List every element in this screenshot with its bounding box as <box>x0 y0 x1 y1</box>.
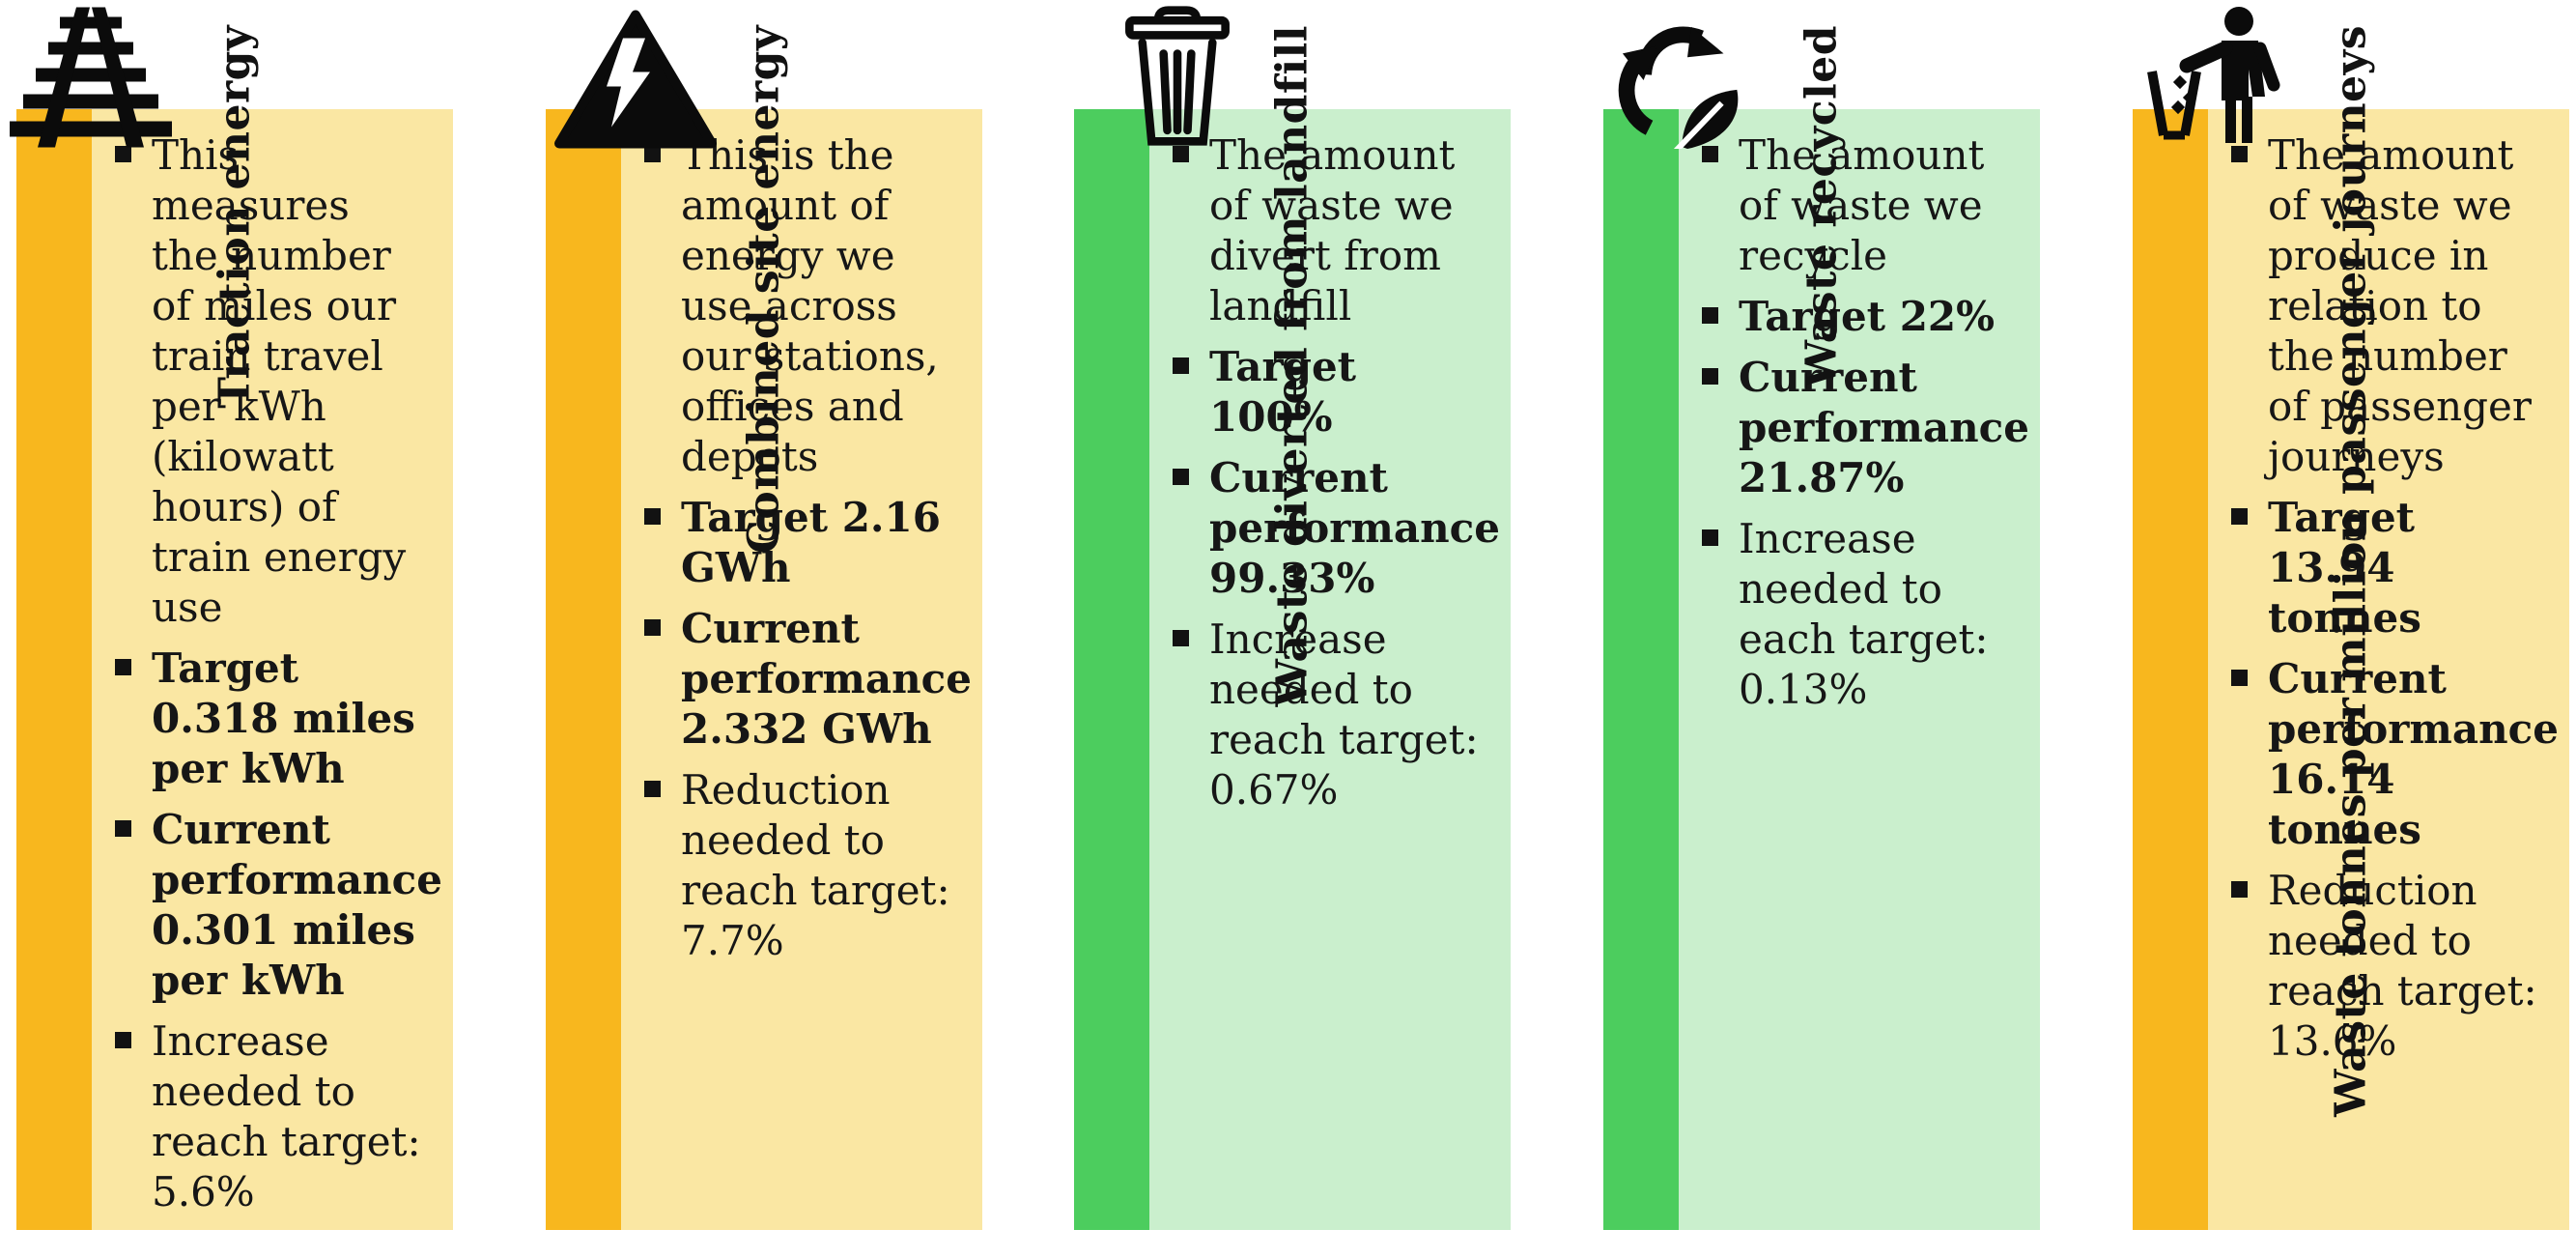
bullet-text: Increase needed to each target: 0.13% <box>1739 515 1989 713</box>
bullet-text: Target 100% <box>1209 343 1357 441</box>
bullet-text: Reduction needed to reach target: 13.6% <box>2268 867 2537 1065</box>
column-traction-energy: Traction energy This measures the number… <box>10 0 453 1258</box>
column-waste-diverted-from-landfill: Waste diverted from landfill The amount … <box>1074 0 1511 1258</box>
bullet-text: Current performance 16.14 tonnes <box>2268 655 2559 853</box>
person-littering-icon <box>2137 0 2315 153</box>
bullet-item: Reduction needed to reach target: 13.6% <box>2229 866 2544 1067</box>
bullet-text: Target 22% <box>1739 293 1996 340</box>
bullet-text: The amount of waste we divert from landf… <box>1209 131 1456 329</box>
bullet-square-icon <box>1702 529 1718 546</box>
bullet-square-icon <box>2231 670 2248 686</box>
bullet-square-icon <box>1173 630 1189 646</box>
column-label: Waste tonnes per million passenger journ… <box>2326 25 2376 1117</box>
bullet-item: Current performance 16.14 tonnes <box>2229 654 2559 855</box>
bullet-text: Target 0.318 miles per kWh <box>152 644 415 792</box>
bullet-item: This measures the number of miles our tr… <box>113 130 428 633</box>
bullet-item: Current performance 2.332 GWh <box>642 604 972 755</box>
sidebar-waste-recycled <box>1603 109 1679 1230</box>
bullet-square-icon <box>115 146 131 162</box>
trash-can-icon <box>1095 4 1260 147</box>
bullet-item: Current performance 0.301 miles per kWh <box>113 805 442 1006</box>
bullet-square-icon <box>1173 469 1189 485</box>
bullet-text: Target 13.94 tonnes <box>2268 494 2421 642</box>
bullet-item: Target 2.16 GWh <box>642 493 957 593</box>
sidebar-traction-energy <box>16 109 92 1230</box>
bullet-item: Increase needed to each target: 0.13% <box>1700 514 2015 715</box>
panel-waste-recycled: The amount of waste we recycle Target 22… <box>1679 109 2040 1230</box>
bullet-square-icon <box>644 781 661 797</box>
bullet-item: Target 100% <box>1171 342 1486 443</box>
bullet-text: Increase needed to reach target: 5.6% <box>152 1017 421 1215</box>
bullet-list: The amount of waste we recycle Target 22… <box>1679 109 2040 715</box>
sidebar-waste-diverted-from-landfill <box>1074 109 1149 1230</box>
bullet-item: This is the amount of energy we use acro… <box>642 130 957 482</box>
bullet-item: Target 22% <box>1700 292 2015 342</box>
electricity-warning-icon <box>553 8 718 151</box>
bullet-item: Increase needed to reach target: 0.67% <box>1171 615 1486 815</box>
bullet-square-icon <box>115 820 131 837</box>
bullet-square-icon <box>1702 307 1718 324</box>
panel-combined-site-energy: This is the amount of energy we use acro… <box>621 109 982 1230</box>
bullet-square-icon <box>1702 368 1718 385</box>
bullet-text: This is the amount of energy we use acro… <box>681 131 939 480</box>
bullet-item: Current performance 21.87% <box>1700 353 2029 503</box>
bullet-item: The amount of waste we divert from landf… <box>1171 130 1486 331</box>
column-label: Waste diverted from landfill <box>1267 25 1317 707</box>
bullet-text: Target 2.16 GWh <box>681 494 941 591</box>
sidebar-waste-tonnes-per-million-passenger-journeys <box>2133 109 2208 1230</box>
bullet-square-icon <box>1173 357 1189 374</box>
panel-waste-tonnes-per-million-passenger-journeys: The amount of waste we produce in relati… <box>2208 109 2569 1230</box>
bullet-text: The amount of waste we recycle <box>1739 131 1985 279</box>
bullet-square-icon <box>644 508 661 525</box>
railway-track-icon <box>9 6 173 149</box>
bullet-square-icon <box>115 659 131 675</box>
bullet-text: Current performance 2.332 GWh <box>681 605 972 753</box>
bullet-list: This is the amount of energy we use acro… <box>621 109 982 966</box>
bullet-text: Current performance 99.33% <box>1209 454 1500 602</box>
bullet-square-icon <box>644 146 661 162</box>
bullet-item: Current performance 99.33% <box>1171 453 1500 604</box>
bullet-list: The amount of waste we produce in relati… <box>2208 109 2569 1067</box>
bullet-square-icon <box>644 619 661 636</box>
bullet-item: Target 13.94 tonnes <box>2229 493 2544 643</box>
bullet-text: This measures the number of miles our tr… <box>152 131 407 631</box>
recycle-leaf-icon <box>1606 6 1770 149</box>
bullet-text: Current performance 21.87% <box>1739 354 2029 501</box>
bullet-text: The amount of waste we produce in relati… <box>2268 131 2532 480</box>
bullet-item: Increase needed to reach target: 5.6% <box>113 1016 428 1217</box>
bullet-square-icon <box>2231 881 2248 898</box>
column-combined-site-energy: Combined site energy This is the amount … <box>546 0 982 1258</box>
bullet-item: The amount of waste we recycle <box>1700 130 2015 281</box>
bullet-item: Reduction needed to reach target: 7.7% <box>642 765 957 966</box>
bullet-text: Reduction needed to reach target: 7.7% <box>681 766 950 964</box>
panel-waste-diverted-from-landfill: The amount of waste we divert from landf… <box>1149 109 1511 1230</box>
sidebar-combined-site-energy <box>546 109 621 1230</box>
bullet-square-icon <box>1702 146 1718 162</box>
bullet-list: This measures the number of miles our tr… <box>92 109 453 1217</box>
column-label: Waste recycled <box>1797 25 1847 388</box>
panel-traction-energy: This measures the number of miles our tr… <box>92 109 453 1230</box>
column-waste-tonnes-per-million-passenger-journeys: Waste tonnes per million passenger journ… <box>2133 0 2569 1258</box>
column-waste-recycled: Waste recycled The amount of waste we re… <box>1603 0 2040 1258</box>
bullet-square-icon <box>1173 146 1189 162</box>
bullet-item: Target 0.318 miles per kWh <box>113 643 428 794</box>
bullet-square-icon <box>2231 146 2248 162</box>
bullet-square-icon <box>115 1032 131 1048</box>
column-label: Traction energy <box>210 25 260 409</box>
bullet-square-icon <box>2231 508 2248 525</box>
bullet-text: Current performance 0.301 miles per kWh <box>152 806 442 1004</box>
bullet-item: The amount of waste we produce in relati… <box>2229 130 2544 482</box>
column-label: Combined site energy <box>739 25 789 555</box>
bullet-list: The amount of waste we divert from landf… <box>1149 109 1511 815</box>
bullet-text: Increase needed to reach target: 0.67% <box>1209 615 1479 814</box>
